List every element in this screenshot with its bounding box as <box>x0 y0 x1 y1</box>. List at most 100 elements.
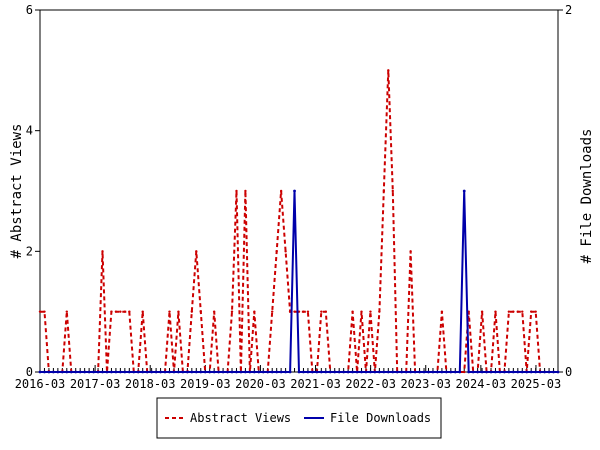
file-downloads-point <box>525 370 529 374</box>
file-downloads-point <box>105 370 109 374</box>
abstract-views-point <box>391 189 394 193</box>
abstract-views-point <box>38 310 42 313</box>
file-downloads-point <box>181 370 185 374</box>
file-downloads-point <box>520 370 524 374</box>
file-downloads-point <box>364 370 368 374</box>
abstract-views-point <box>275 250 278 253</box>
abstract-views-point <box>244 189 247 193</box>
abstract-views-point <box>507 310 511 313</box>
file-downloads-point <box>543 370 547 374</box>
file-downloads-point <box>221 370 225 374</box>
file-downloads-point <box>324 370 328 374</box>
file-downloads-point <box>230 370 234 374</box>
file-downloads-point <box>503 370 506 374</box>
file-downloads-point <box>511 370 515 374</box>
legend: Abstract Views File Downloads <box>156 397 442 439</box>
x-tick-label: 2019-03 <box>180 377 231 391</box>
file-downloads-point <box>409 370 413 374</box>
abstract-views-point <box>253 310 256 313</box>
file-downloads-point <box>489 370 493 374</box>
file-downloads-point <box>444 370 448 374</box>
file-downloads-point <box>51 370 55 374</box>
file-downloads-point <box>217 370 221 374</box>
file-downloads-point <box>552 370 555 374</box>
file-downloads-point <box>377 370 381 374</box>
file-downloads-point <box>257 370 261 374</box>
file-downloads-point <box>351 370 354 374</box>
file-downloads-point <box>431 370 435 374</box>
abstract-views-point <box>230 310 234 313</box>
file-downloads-point <box>141 370 145 374</box>
file-downloads-point <box>471 370 475 374</box>
file-downloads-point <box>235 370 238 374</box>
y-right-axis-title: # File Downloads <box>579 129 595 264</box>
file-downloads-point <box>199 370 203 374</box>
file-downloads-point <box>288 370 292 374</box>
abstract-views-point <box>494 310 497 313</box>
file-downloads-point <box>480 370 484 374</box>
file-downloads-point <box>440 370 444 374</box>
file-downloads-point <box>328 370 332 374</box>
x-tick-label: 2023-03 <box>400 377 451 391</box>
file-downloads-point <box>337 370 341 374</box>
legend-box <box>156 397 442 439</box>
abstract-views-point <box>177 310 180 313</box>
abstract-views-point <box>284 250 287 253</box>
abstract-views-point <box>114 310 118 313</box>
file-downloads-point <box>494 370 497 374</box>
file-downloads-point <box>203 370 207 374</box>
file-downloads-point <box>275 370 279 374</box>
file-downloads-point <box>427 370 430 374</box>
file-downloads-point <box>226 370 229 374</box>
file-downloads-point <box>534 370 538 374</box>
file-downloads-point <box>355 370 359 374</box>
abstract-views-point <box>302 310 305 313</box>
abstract-views-point <box>521 310 524 313</box>
file-downloads-point <box>194 370 198 374</box>
file-downloads-point <box>467 370 471 374</box>
file-downloads-point <box>244 370 247 374</box>
file-downloads-point <box>239 370 243 374</box>
file-downloads-point <box>293 189 296 193</box>
abstract-views-point <box>119 310 122 313</box>
file-downloads-point <box>172 370 176 374</box>
abstract-views-point <box>43 310 46 313</box>
file-downloads-point <box>261 370 265 374</box>
file-downloads-point <box>373 370 377 374</box>
file-downloads-point <box>47 370 51 374</box>
file-downloads-point <box>159 370 162 374</box>
file-downloads-point <box>132 370 136 374</box>
abstract-views-point <box>199 310 202 313</box>
file-downloads-point <box>404 370 408 374</box>
file-downloads-point <box>163 370 167 374</box>
file-downloads-point <box>418 370 421 374</box>
file-downloads-point <box>92 370 95 374</box>
file-downloads-point <box>145 370 149 374</box>
file-downloads-point <box>462 189 466 193</box>
file-downloads-point <box>310 370 314 374</box>
legend-label-file-downloads: File Downloads <box>330 411 431 425</box>
file-downloads-point <box>302 370 305 374</box>
y-right-tick-label: 2 <box>565 3 572 17</box>
file-downloads-point <box>101 370 104 374</box>
file-downloads-point <box>118 370 122 374</box>
file-downloads-point <box>297 370 301 374</box>
abstract-views-point <box>271 310 274 313</box>
file-downloads-point <box>485 370 488 374</box>
file-downloads-point <box>547 370 551 374</box>
abstract-views-point <box>534 310 537 313</box>
file-downloads-point <box>56 370 60 374</box>
file-downloads-point <box>154 370 158 374</box>
file-downloads-point <box>266 370 270 374</box>
file-downloads-point <box>69 370 73 374</box>
abstract-views-point <box>516 310 520 313</box>
file-downloads-point <box>422 370 426 374</box>
file-downloads-point <box>208 370 212 374</box>
abstract-views-point <box>320 310 323 313</box>
y-left-axis-title: # Abstract Views <box>9 124 25 259</box>
file-downloads-point <box>386 370 390 374</box>
file-downloads-point <box>248 370 252 374</box>
abstract-views-point <box>382 189 386 193</box>
file-downloads-point <box>391 370 395 374</box>
